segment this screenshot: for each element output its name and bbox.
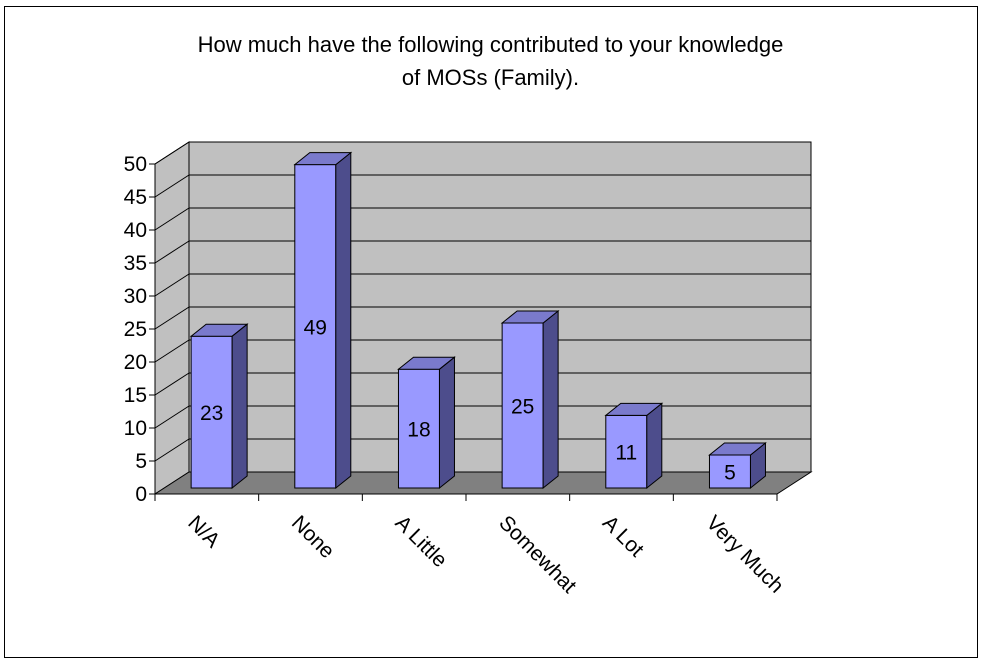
y-tick-label: 45 (124, 186, 147, 209)
x-tick-label: Somewhat (494, 511, 581, 598)
bar-side (646, 402, 663, 490)
gridline-side (154, 339, 190, 363)
data-label: 5 (724, 462, 736, 485)
bar-top (604, 402, 664, 416)
bar (708, 454, 751, 489)
gridline-side (154, 372, 190, 396)
y-tick-label: 25 (124, 318, 147, 341)
gridline-side (154, 141, 190, 165)
gridline-side (154, 273, 190, 297)
gridline-side (154, 306, 190, 330)
data-label: 11 (615, 442, 637, 465)
y-tick-label: 0 (135, 483, 147, 506)
bar (294, 164, 337, 489)
bar (190, 335, 233, 489)
bar-top (293, 152, 353, 166)
x-tick-label: N/A (183, 511, 224, 552)
bar-side (231, 323, 248, 490)
gridline-side (154, 405, 190, 429)
y-tick-label: 35 (124, 252, 147, 275)
x-tick-label: A Little (391, 511, 452, 572)
bar-side (438, 356, 455, 490)
x-tick-label: A Lot (598, 511, 648, 561)
bar-top (397, 356, 456, 370)
y-tick-label: 50 (124, 153, 147, 176)
data-label: 23 (200, 402, 223, 425)
bar-top (500, 310, 560, 324)
y-tick-label: 15 (124, 384, 147, 407)
gridline-side (154, 207, 190, 231)
y-tick-label: 30 (124, 285, 147, 308)
data-label: 18 (407, 419, 430, 442)
bar-side (335, 151, 352, 490)
data-label: 25 (511, 396, 534, 419)
bar (501, 322, 544, 489)
x-tick-label: Very Much (702, 511, 788, 597)
y-tick-label: 10 (124, 417, 147, 440)
y-tick-label: 40 (124, 219, 147, 242)
data-label: 49 (304, 316, 327, 339)
chart-title-line-1: How much have the following contributed … (197, 32, 784, 57)
gridline-side (154, 174, 190, 198)
y-tick-label: 20 (124, 351, 147, 374)
bar-top (189, 323, 249, 337)
gridline-side (154, 240, 190, 264)
x-tick-label: None (287, 511, 339, 563)
chart-title: How much have the following contributed … (0, 28, 981, 94)
gridline-side (154, 438, 190, 462)
bar-side (542, 309, 559, 490)
bar-top (708, 442, 767, 456)
chart-title-line-2: of MOSs (Family). (401, 65, 580, 90)
y-tick-label: 5 (135, 450, 147, 473)
